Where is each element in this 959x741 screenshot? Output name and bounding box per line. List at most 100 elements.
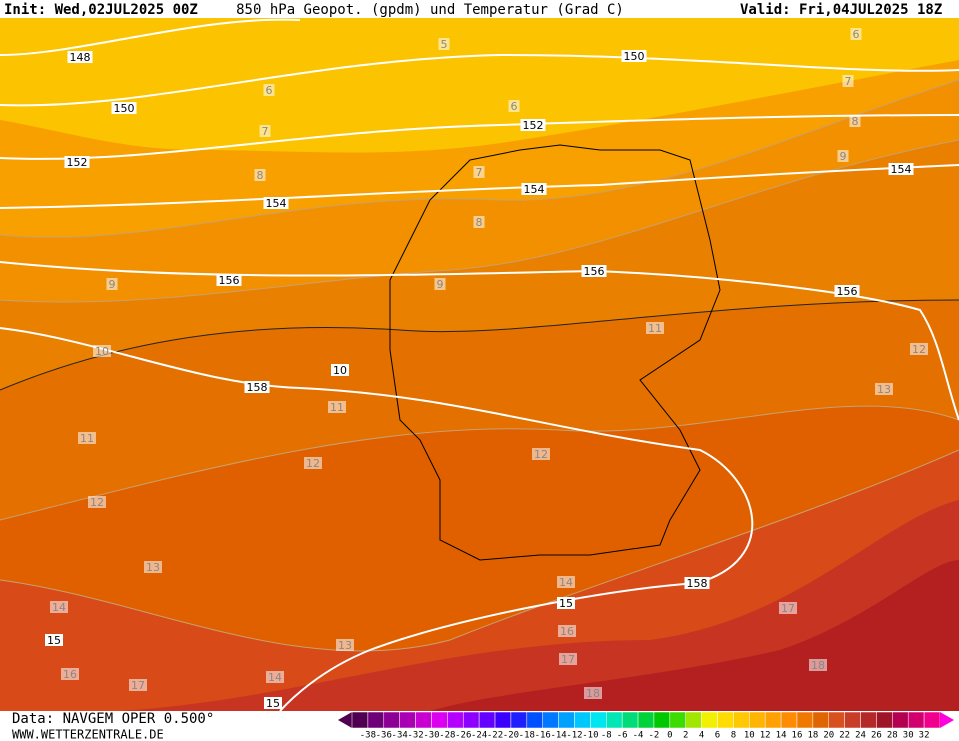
colorbar-label: 22 [839, 731, 850, 741]
contour-label: 13 [146, 561, 160, 574]
label-box [254, 169, 266, 181]
contour-label: 6 [853, 28, 860, 41]
contour-label: 17 [131, 679, 145, 692]
color-box [367, 711, 385, 729]
contour-label: 12 [912, 343, 926, 356]
label-box [557, 576, 575, 588]
contour-label: 152 [523, 119, 544, 132]
contour-label: 10 [333, 364, 347, 377]
color-box [669, 711, 686, 729]
label-box [266, 671, 284, 683]
color-box [510, 711, 528, 729]
contour-label: 8 [852, 115, 859, 128]
contour-label: 8 [476, 216, 483, 229]
label-box [264, 697, 282, 709]
colorbar-label: 30 [903, 731, 914, 741]
label-box [910, 343, 928, 355]
contour-label: 148 [70, 51, 91, 64]
contour-label: 18 [811, 659, 825, 672]
contour-label: 13 [338, 639, 352, 652]
label-box [584, 687, 602, 699]
label-box [888, 163, 914, 175]
colorbar-label: 24 [855, 731, 866, 741]
color-box [637, 711, 655, 729]
contour-label: 158 [687, 577, 708, 590]
label-box [93, 345, 111, 357]
arrow-left [338, 712, 352, 728]
label-box [88, 496, 106, 508]
contour-label: 12 [90, 496, 104, 509]
label-box [216, 274, 242, 286]
colorbar-label: 8 [731, 731, 736, 741]
color-box [431, 711, 448, 729]
color-box [494, 711, 512, 729]
colorbar-label: -6 [617, 731, 628, 741]
contour-label: 154 [524, 183, 545, 196]
colorbar-label: -8 [601, 731, 612, 741]
label-box [779, 602, 797, 614]
contour-label: 154 [891, 163, 912, 176]
label-box [646, 322, 664, 334]
label-box [336, 639, 354, 651]
isotherm [0, 405, 959, 521]
contour-label: 13 [877, 383, 891, 396]
contour-label: 12 [534, 448, 548, 461]
colorbar-label: -30 [423, 731, 439, 741]
contour-label: 12 [306, 457, 320, 470]
contour [0, 114, 959, 160]
label-box [684, 577, 710, 589]
label-box [850, 28, 862, 40]
label-box [111, 102, 137, 114]
colorbar-label: -34 [392, 731, 408, 741]
colorbar-label: 18 [807, 731, 818, 741]
init-time: Init: Wed,02JUL2025 00Z [4, 2, 198, 18]
label-box [129, 679, 147, 691]
band [430, 560, 959, 711]
color-box [796, 711, 814, 729]
color-box [701, 711, 718, 729]
colorbar-label: 16 [792, 731, 803, 741]
contour-label: 15 [47, 634, 61, 647]
colorbar-label: -12 [566, 731, 582, 741]
contour-label: 17 [781, 602, 795, 615]
label-box [438, 38, 450, 50]
label-box [849, 115, 861, 127]
contour-label: 18 [586, 687, 600, 700]
label-box [809, 659, 827, 671]
colorbar-label: 32 [919, 731, 930, 741]
color-box [351, 711, 369, 729]
contour-label: 5 [441, 38, 448, 51]
label-box [875, 383, 893, 395]
country-border [389, 144, 721, 561]
label-box [328, 401, 346, 413]
label-box [473, 166, 485, 178]
colorbar-label: -10 [582, 731, 598, 741]
contour-label: 9 [840, 150, 847, 163]
contour-label: 15 [266, 697, 280, 710]
label-box [244, 381, 270, 393]
label-box [304, 457, 322, 469]
color-box [590, 711, 607, 729]
label-box [557, 597, 575, 609]
label-box [842, 75, 854, 87]
color-box [828, 711, 845, 729]
label-box [521, 183, 547, 195]
data-source: Data: NAVGEM OPER 0.500° [12, 711, 214, 727]
contour-label: 7 [262, 125, 269, 138]
colorbar-label: -28 [439, 731, 455, 741]
colorbar-label: -32 [407, 731, 423, 741]
colorbar-label: 20 [823, 731, 834, 741]
contour-label: 10 [95, 345, 109, 358]
label-box [558, 625, 576, 637]
isotherm [0, 449, 959, 652]
contour-label: 6 [511, 100, 518, 113]
valid-time: Valid: Fri,04JUL2025 18Z [740, 2, 942, 18]
contour [0, 164, 959, 209]
temperature-field [0, 18, 959, 711]
label-box [559, 653, 577, 665]
colorbar-label: -16 [535, 731, 551, 741]
arrow-right [940, 712, 954, 728]
band [0, 18, 959, 153]
color-box [462, 711, 480, 729]
